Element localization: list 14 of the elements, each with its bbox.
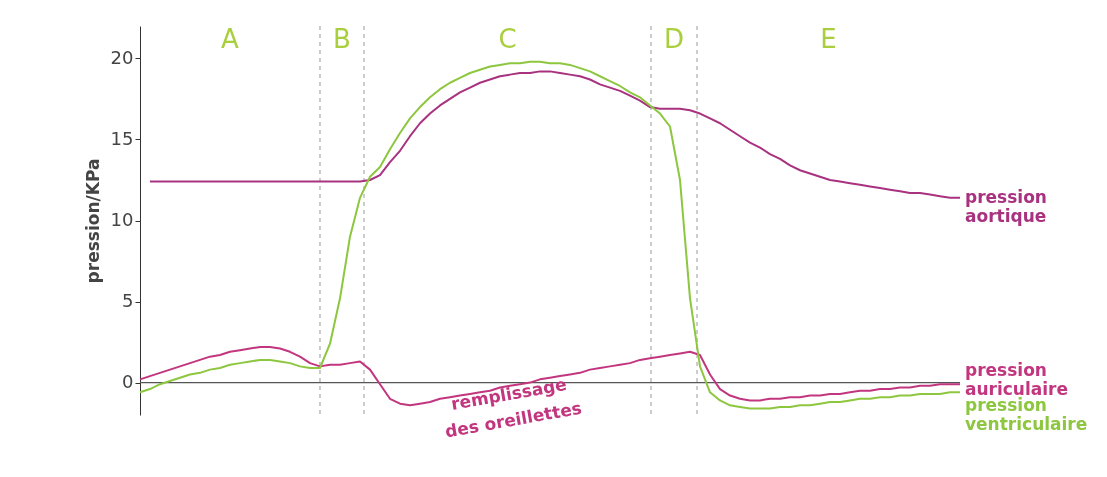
series-label: pression aortique (965, 186, 1047, 226)
y-tick-label: 20 (110, 46, 134, 68)
line-series (149, 70, 961, 199)
annotation: A (221, 24, 240, 54)
annotation: E (820, 24, 837, 54)
y-tick-label: 0 (122, 371, 134, 393)
y-tick-label: 10 (110, 209, 134, 230)
annotation: D (664, 24, 685, 54)
annotation: B (333, 24, 351, 54)
y-tick-label: 15 (110, 127, 134, 149)
y-tick-label: 5 (122, 290, 134, 312)
annotation: C (498, 24, 517, 54)
y-axis-title: pression/KPa (82, 158, 103, 284)
series-label: pression ventriculaire (965, 395, 1088, 435)
